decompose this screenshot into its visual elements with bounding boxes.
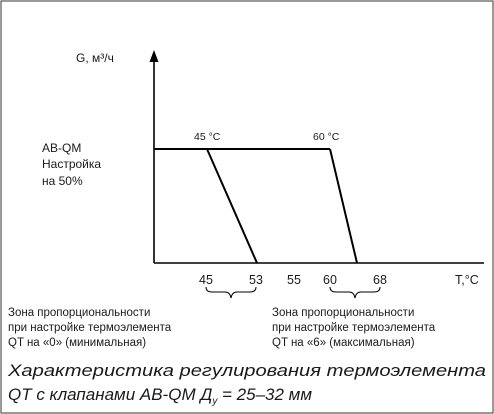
x-tick-labels: 45 53 55 60 68 <box>199 273 387 287</box>
peak-label-45: 45 °C <box>194 131 221 143</box>
characteristic-line-2 <box>329 148 358 264</box>
zone-min-line1: Зона пропорциональности <box>8 307 150 319</box>
zone-max-line1: Зона пропорциональности <box>272 307 414 319</box>
caption-line2-subscript: у <box>211 396 218 407</box>
valve-setting-line2: Настройка <box>42 157 101 171</box>
characteristic-line-1 <box>154 148 258 264</box>
valve-setting-line1: AB-QM <box>42 141 81 155</box>
y-axis-arrow <box>149 50 159 62</box>
zone-max-line3: QT на «6» (максимальная) <box>272 337 415 349</box>
peak-label-60: 60 °C <box>313 131 340 143</box>
zone-brace-max <box>329 286 381 299</box>
x-tick-68: 68 <box>373 273 387 287</box>
valve-setting-line3: на 50% <box>42 174 83 188</box>
x-tick-60: 60 <box>323 273 337 287</box>
x-tick-55: 55 <box>287 273 301 287</box>
caption-line1: Характеристика регулирования термоэлемен… <box>7 361 486 380</box>
x-axis-label: Т,°С <box>455 273 479 287</box>
zone-brace-min <box>205 286 257 299</box>
caption-line2-suffix: = 25–32 мм <box>217 385 312 404</box>
zone-max-line2: при настройке термоэлемента <box>272 322 436 334</box>
zone-min-line3: QT на «0» (минимальная) <box>8 337 146 349</box>
y-axis-label: G, м³/ч <box>76 51 114 65</box>
x-tick-45: 45 <box>199 273 213 287</box>
caption-line2: QT с клапанами AB-QM Ду = 25–32 мм <box>8 385 312 407</box>
x-tick-53: 53 <box>249 273 263 287</box>
zone-min-line2: при настройке термоэлемента <box>8 322 172 334</box>
characteristic-lines <box>154 148 358 264</box>
caption-line2-prefix: QT с клапанами AB-QM Д <box>8 385 212 404</box>
